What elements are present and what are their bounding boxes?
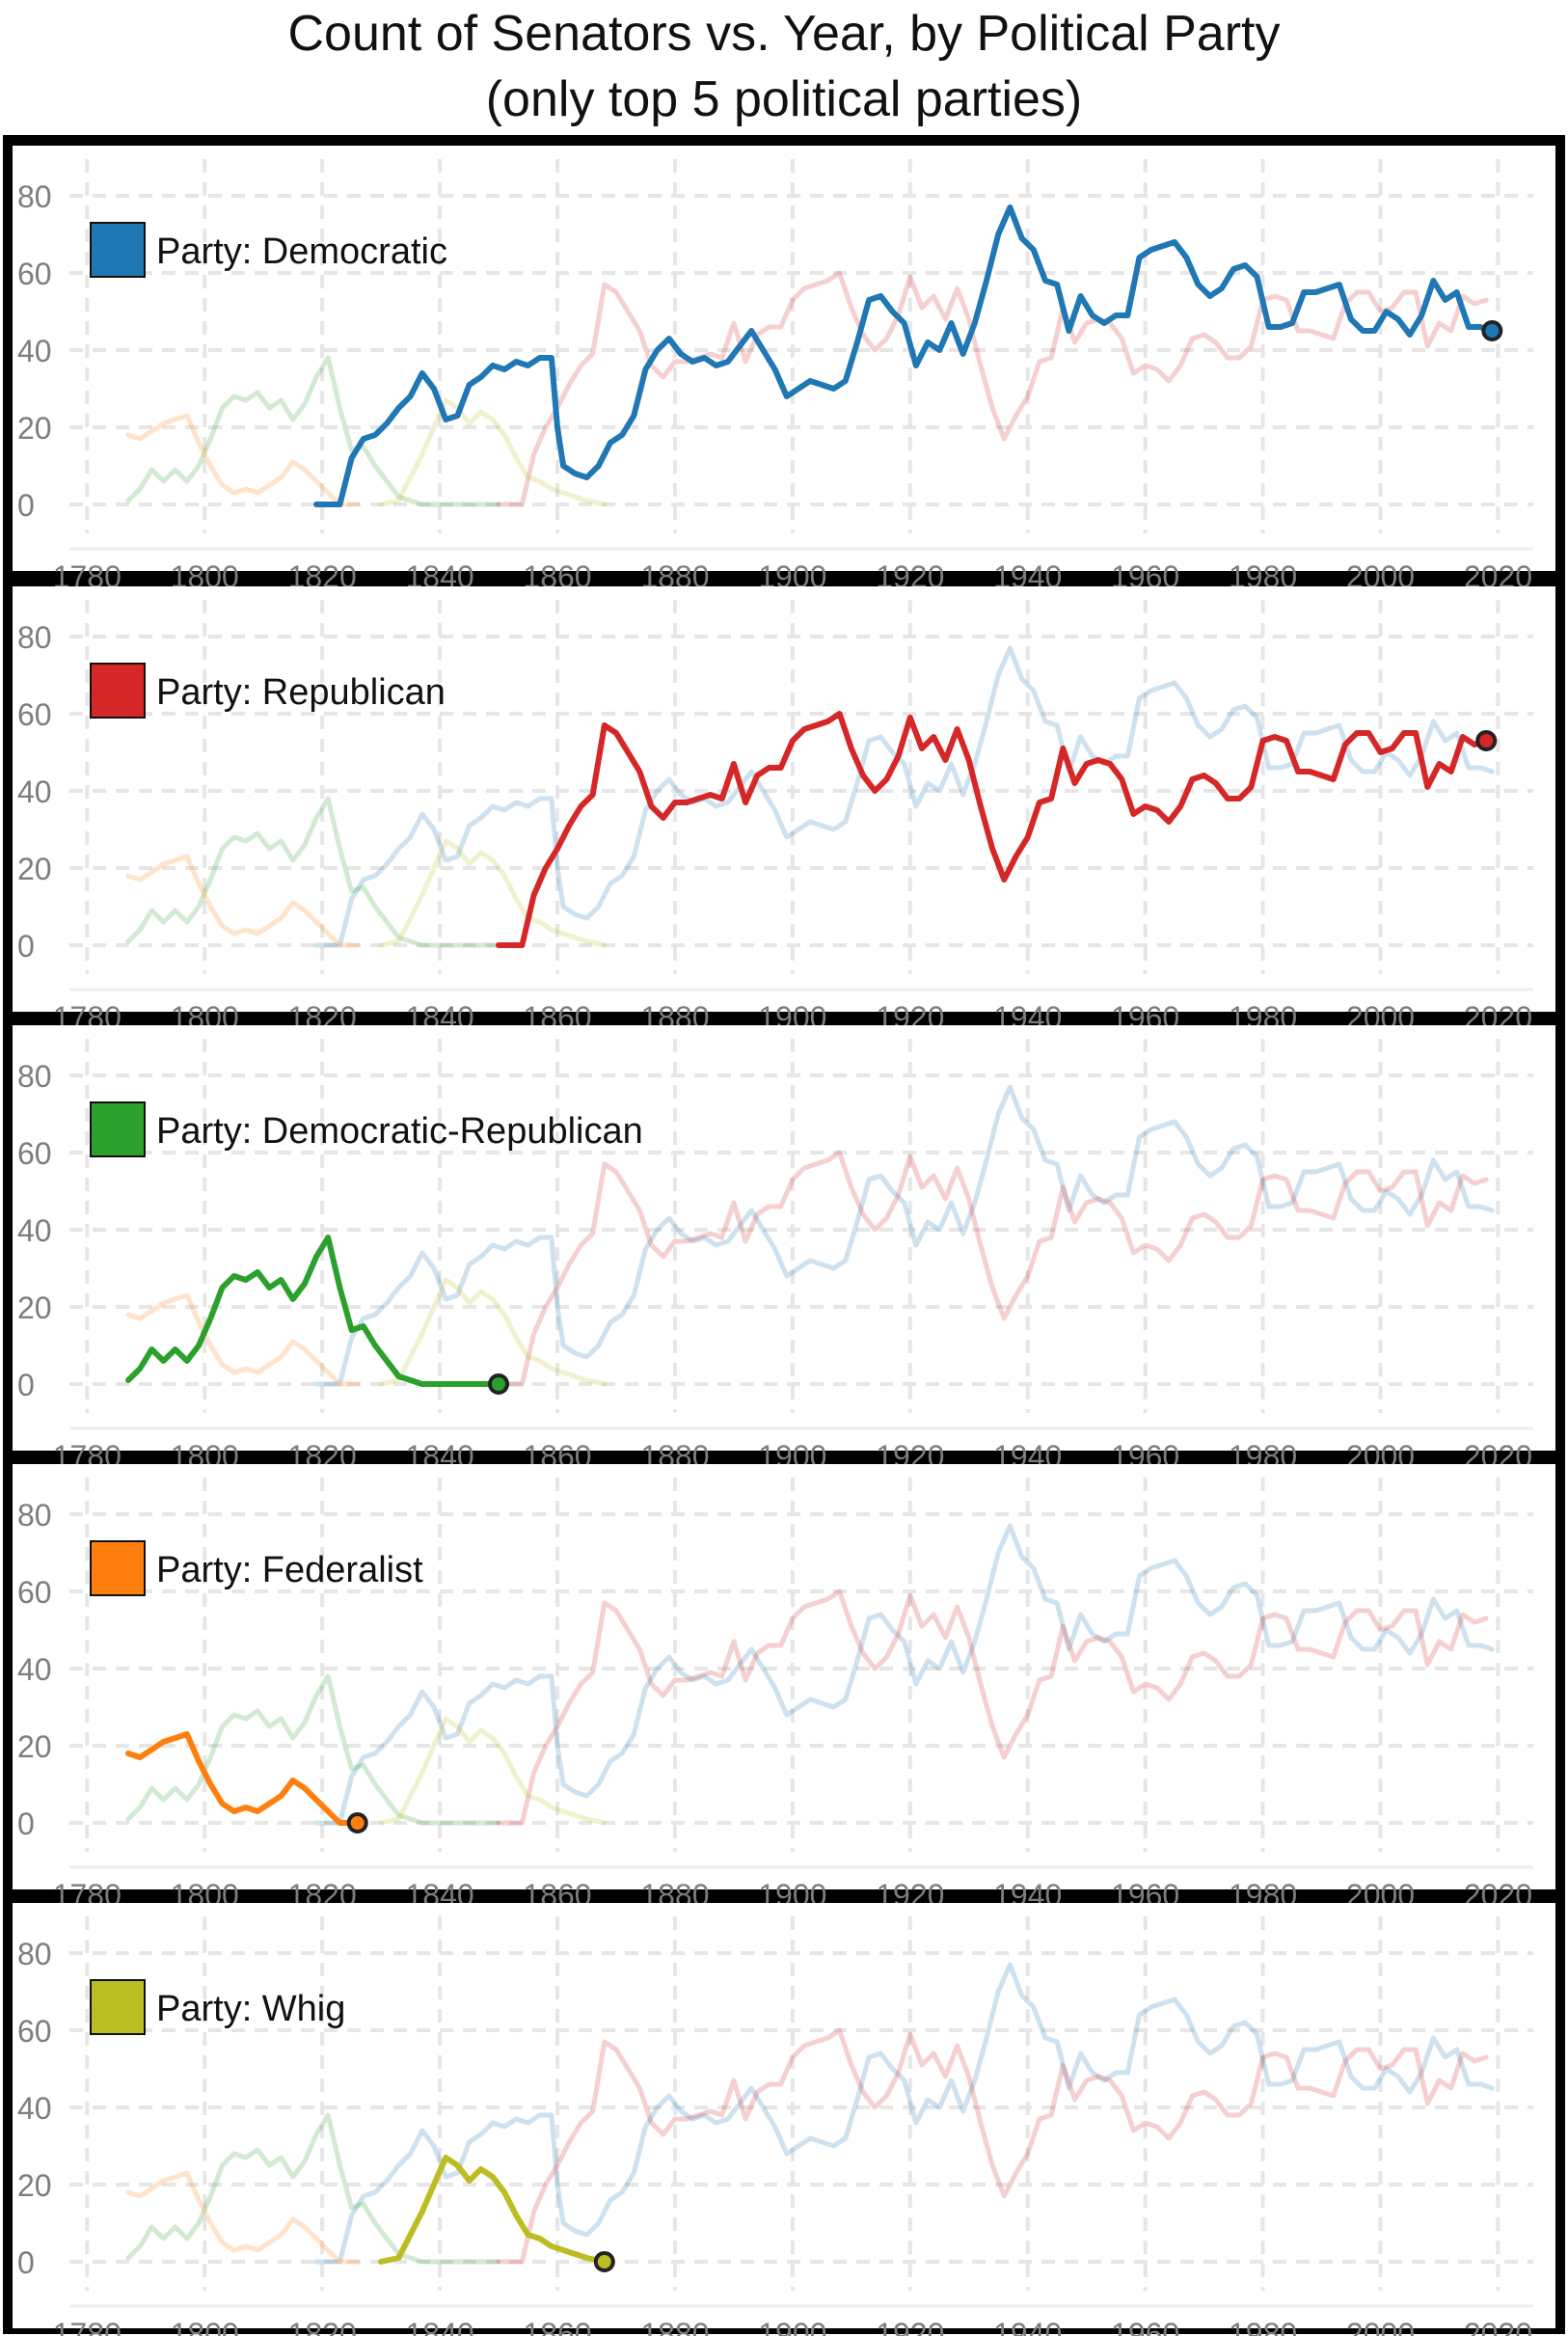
y-tick-label: 80 — [17, 1498, 52, 1533]
series-line-whig — [378, 2155, 608, 2265]
faded-series-line-democratic — [313, 1523, 1495, 1826]
x-tick-label: 2020 — [1464, 2317, 1532, 2336]
faded-series-line-democratic-republican — [125, 796, 501, 948]
faded-series-line-republican — [496, 1150, 1489, 1387]
x-tick-label: 1820 — [288, 2317, 357, 2336]
chart-title-line-2: (only top 5 political parties) — [485, 71, 1083, 127]
y-tick-label: 60 — [17, 1575, 52, 1610]
faded-series-line-republican — [496, 270, 1489, 507]
x-tick-label: 1920 — [876, 2317, 944, 2336]
faded-series-line-democratic — [313, 1962, 1495, 2265]
faded-series-line-federalist — [125, 854, 361, 948]
y-tick-label: 60 — [17, 1136, 52, 1171]
x-tick-label: 1940 — [993, 2317, 1062, 2336]
series-end-marker — [1481, 320, 1503, 341]
y-tick-label: 40 — [17, 334, 52, 368]
y-tick-label: 40 — [17, 774, 52, 809]
legend-swatch — [90, 1101, 146, 1157]
series-end-marker — [346, 1812, 368, 1833]
legend-label: Party: Democratic — [156, 231, 447, 272]
y-tick-label: 40 — [17, 1652, 52, 1687]
panel-background — [13, 1025, 1555, 1451]
faded-series-line-whig — [378, 1277, 608, 1387]
faded-series-line-whig — [378, 1716, 608, 1826]
legend-label: Party: Republican — [156, 672, 446, 713]
series-line-democratic-republican — [125, 1235, 501, 1387]
y-tick-label: 60 — [17, 257, 52, 291]
y-tick-label: 0 — [17, 929, 35, 964]
panel-whig: 0 20 40 60 80 1780 1800 1820 1840 1860 1880 1900 192… — [13, 1903, 1555, 2336]
faded-series-line-democratic-republican — [125, 2112, 501, 2265]
faded-series-line-republican — [496, 2027, 1489, 2265]
panel-background — [13, 586, 1555, 1012]
legend-label: Party: Federalist — [156, 1550, 423, 1590]
x-tick-label: 1880 — [640, 2317, 709, 2336]
y-tick-label: 40 — [17, 2091, 52, 2126]
faded-series-line-democratic-republican — [125, 355, 501, 507]
panel-background — [13, 1464, 1555, 1889]
faded-series-line-democratic — [313, 645, 1495, 948]
legend-label: Party: Democratic-Republican — [156, 1111, 643, 1152]
panel-background — [13, 1903, 1555, 2328]
y-tick-label: 80 — [17, 1059, 52, 1094]
y-tick-label: 60 — [17, 697, 52, 732]
y-tick-label: 40 — [17, 1213, 52, 1248]
chart-title-line-1: Count of Senators vs. Year, by Political… — [287, 6, 1281, 62]
x-tick-label: 1840 — [405, 2317, 473, 2336]
y-tick-label: 0 — [17, 1806, 35, 1841]
y-tick-label: 20 — [17, 411, 52, 446]
x-tick-label: 1900 — [758, 2317, 826, 2336]
series-end-marker — [1475, 730, 1498, 751]
y-tick-label: 20 — [17, 1290, 52, 1325]
y-tick-label: 0 — [17, 1368, 35, 1402]
panel-background — [13, 146, 1555, 571]
series-end-marker — [488, 1373, 510, 1395]
series-line-federalist — [125, 1731, 361, 1826]
x-tick-label: 1860 — [523, 2317, 591, 2336]
y-tick-label: 0 — [17, 2245, 35, 2280]
y-tick-label: 0 — [17, 488, 35, 523]
faded-series-line-whig — [378, 838, 608, 948]
y-tick-label: 20 — [17, 1729, 52, 1764]
y-tick-label: 20 — [17, 852, 52, 886]
faded-series-line-democratic — [313, 1084, 1495, 1387]
x-tick-label: 1980 — [1229, 2317, 1297, 2336]
series-line-democratic — [313, 204, 1496, 507]
y-tick-label: 60 — [17, 2014, 52, 2049]
x-tick-label: 1800 — [171, 2317, 239, 2336]
x-tick-label: 1960 — [1111, 2317, 1179, 2336]
legend-swatch — [90, 663, 146, 719]
faded-series-line-democratic-republican — [125, 1673, 501, 1826]
series-end-marker — [593, 2251, 615, 2272]
legend-swatch — [90, 222, 146, 278]
x-tick-label: 1780 — [53, 2317, 122, 2336]
y-tick-label: 80 — [17, 179, 52, 214]
faded-series-line-whig — [378, 397, 608, 507]
legend-label: Party: Whig — [156, 1989, 345, 2029]
faded-series-line-federalist — [125, 1292, 361, 1387]
y-tick-label: 20 — [17, 2168, 52, 2203]
x-tick-label: 2000 — [1346, 2317, 1415, 2336]
y-tick-label: 80 — [17, 1937, 52, 1971]
legend-swatch — [90, 1979, 146, 2035]
faded-series-line-federalist — [125, 413, 361, 507]
series-line-republican — [496, 711, 1490, 948]
legend-swatch — [90, 1540, 146, 1596]
y-tick-label: 80 — [17, 620, 52, 655]
faded-series-line-republican — [496, 1589, 1489, 1826]
faded-series-line-federalist — [125, 2170, 361, 2265]
